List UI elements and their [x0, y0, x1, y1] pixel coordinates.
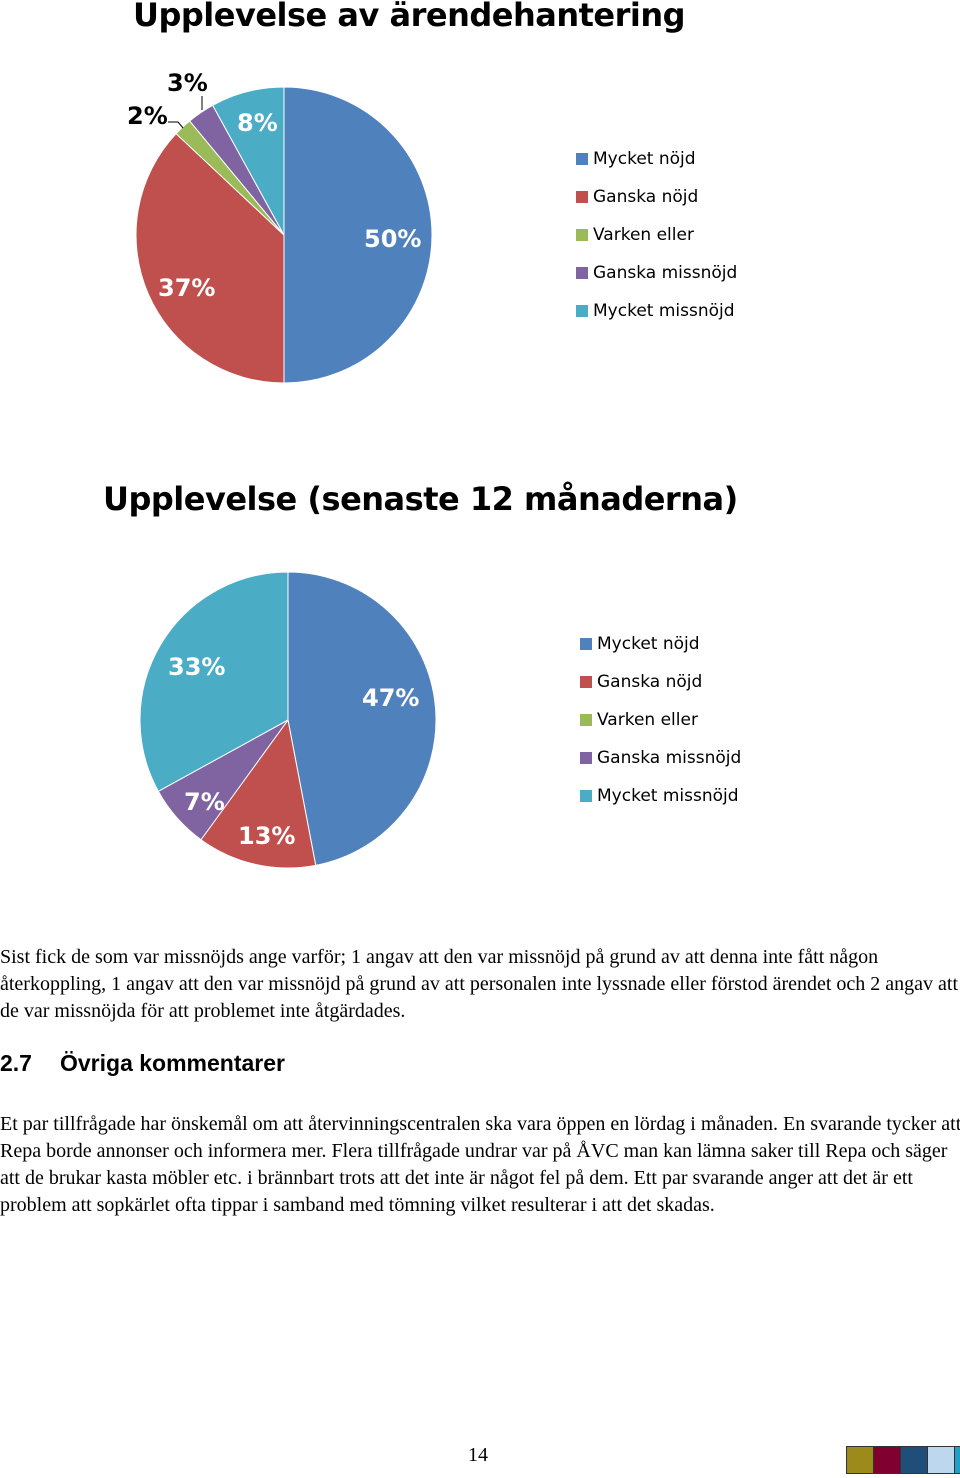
pie-chart-1-svg: 50% 37% 2% 3% 8% [127, 69, 433, 384]
pie-chart-2-svg: 47% 13% 7% 33% [139, 571, 437, 869]
pie-slice-mycket-missnojd [139, 571, 289, 792]
legend-label: Ganska missnöjd [597, 748, 742, 768]
legend-item-ganska-nojd: Ganska nöjd [580, 663, 741, 701]
legend-item-varken-eller: Varken eller [576, 216, 737, 254]
legend-swatch [576, 267, 588, 279]
legend-swatch [576, 229, 588, 241]
footer-color-block [928, 1447, 955, 1473]
section-title: Övriga kommentarer [60, 1050, 285, 1076]
data-label-ganska-missnojd: 3% [167, 69, 208, 97]
legend-label: Ganska nöjd [593, 187, 699, 207]
chart-1-title: Upplevelse av ärendehantering [133, 0, 686, 34]
pie-slice-mycket-nojd [287, 571, 437, 866]
legend-label: Mycket nöjd [593, 149, 696, 169]
legend-label: Mycket missnöjd [593, 301, 735, 321]
legend-label: Ganska nöjd [597, 672, 703, 692]
legend-label: Mycket missnöjd [597, 786, 739, 806]
footer-color-strip [846, 1446, 960, 1474]
pie-slice-mycket-missnojd [212, 86, 285, 236]
data-label-varken-eller: 2% [127, 102, 168, 130]
chart-2-title: Upplevelse (senaste 12 månaderna) [103, 480, 738, 518]
legend-swatch [576, 191, 588, 203]
pie-slice-ganska-nojd [135, 132, 285, 384]
legend-item-ganska-missnojd: Ganska missnöjd [576, 254, 737, 292]
pie-slice-mycket-nojd [283, 86, 433, 384]
legend-label: Varken eller [593, 225, 694, 245]
section-number: 2.7 [0, 1050, 32, 1076]
legend-swatch [580, 638, 592, 650]
data-label-ganska-missnojd: 7% [184, 788, 225, 816]
data-label-ganska-nojd: 37% [158, 274, 215, 302]
pie-slice-ganska-nojd [200, 718, 317, 869]
legend-label: Ganska missnöjd [593, 263, 738, 283]
paragraph-dissatisfaction-reasons: Sist fick de som var missnöjds ange varf… [0, 946, 959, 1022]
legend-item-ganska-nojd: Ganska nöjd [576, 178, 737, 216]
chart-2-legend: Mycket nöjd Ganska nöjd Varken eller Ganska… [580, 625, 741, 815]
footer-color-block [901, 1447, 928, 1473]
legend-swatch [580, 752, 592, 764]
legend-item-varken-eller: Varken eller [580, 701, 741, 739]
footer-color-block [955, 1447, 960, 1473]
legend-swatch [576, 305, 588, 317]
section-heading: 2.7 Övriga kommentarer [0, 1050, 285, 1077]
footer-color-block [847, 1447, 874, 1473]
legend-swatch [580, 790, 592, 802]
data-label-mycket-missnojd: 8% [237, 109, 278, 137]
legend-swatch [576, 153, 588, 165]
pie-chart-1: Upplevelse av ärendehantering 50% 37% 2% 3%… [0, 0, 960, 400]
legend-item-ganska-missnojd: Ganska missnöjd [580, 739, 741, 777]
data-label-ganska-nojd: 13% [238, 822, 295, 850]
legend-swatch [580, 714, 592, 726]
data-label-mycket-nojd: 47% [362, 684, 419, 712]
page-number: 14 [468, 1444, 488, 1466]
legend-label: Mycket nöjd [597, 634, 700, 654]
legend-item-mycket-nojd: Mycket nöjd [576, 140, 737, 178]
pie-chart-2: Upplevelse (senaste 12 månaderna) 47% 13%… [0, 470, 960, 890]
legend-swatch [580, 676, 592, 688]
paragraph-other-comments: Et par tillfrågade har önskemål om att å… [0, 1113, 960, 1216]
footer-color-block [874, 1447, 901, 1473]
legend-label: Varken eller [597, 710, 698, 730]
data-label-mycket-nojd: 50% [364, 225, 421, 253]
data-label-mycket-missnojd: 33% [168, 653, 225, 681]
leader-line [168, 121, 184, 129]
chart-1-legend: Mycket nöjd Ganska nöjd Varken eller Ganska… [576, 140, 737, 330]
legend-item-mycket-nojd: Mycket nöjd [580, 625, 741, 663]
legend-item-mycket-missnojd: Mycket missnöjd [580, 777, 741, 815]
legend-item-mycket-missnojd: Mycket missnöjd [576, 292, 737, 330]
